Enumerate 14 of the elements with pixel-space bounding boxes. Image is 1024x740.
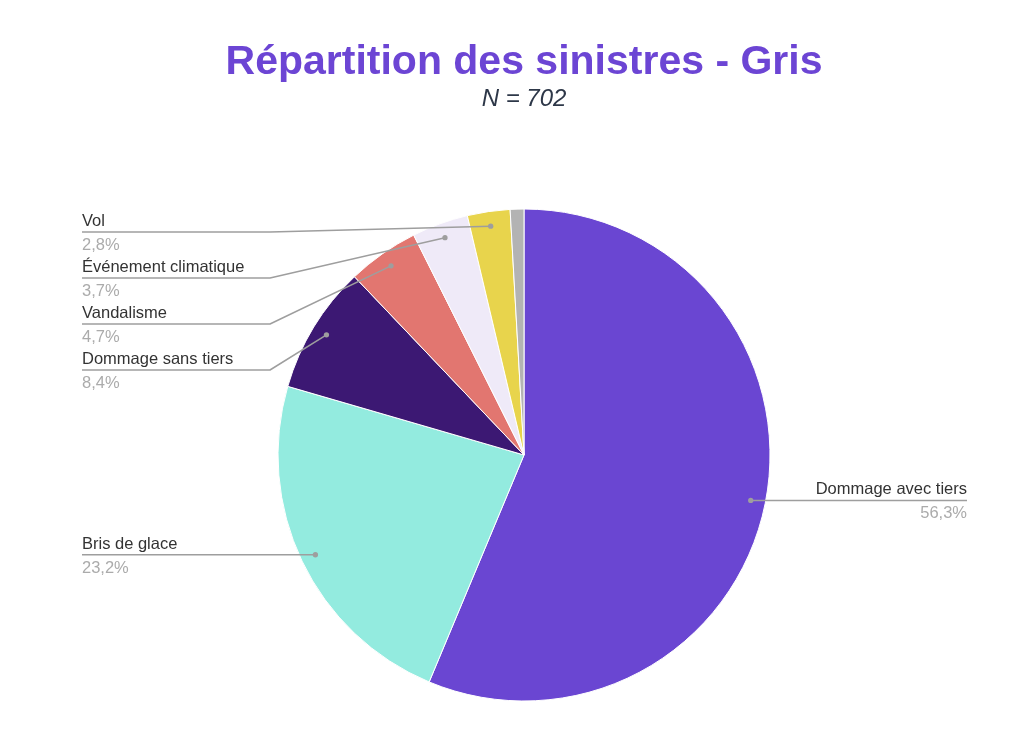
chart-title: Répartition des sinistres - Gris (225, 37, 823, 83)
data-label: 3,7% (82, 281, 120, 299)
slice-label: Vol (82, 211, 105, 229)
slice-label: Dommage avec tiers (815, 479, 967, 498)
data-label: 4,7% (82, 327, 120, 345)
data-label: 8,4% (82, 373, 120, 391)
data-label: 2,8% (82, 235, 120, 253)
slice-label: Vandalisme (82, 303, 167, 321)
data-label: 56,3% (920, 503, 968, 522)
slice-label: Événement climatique (82, 257, 245, 275)
data-label: 23,2% (82, 557, 130, 576)
chart-subtitle: N = 702 (481, 84, 567, 111)
slice-label: Dommage sans tiers (82, 349, 234, 367)
slice-label: Bris de glace (82, 533, 178, 552)
